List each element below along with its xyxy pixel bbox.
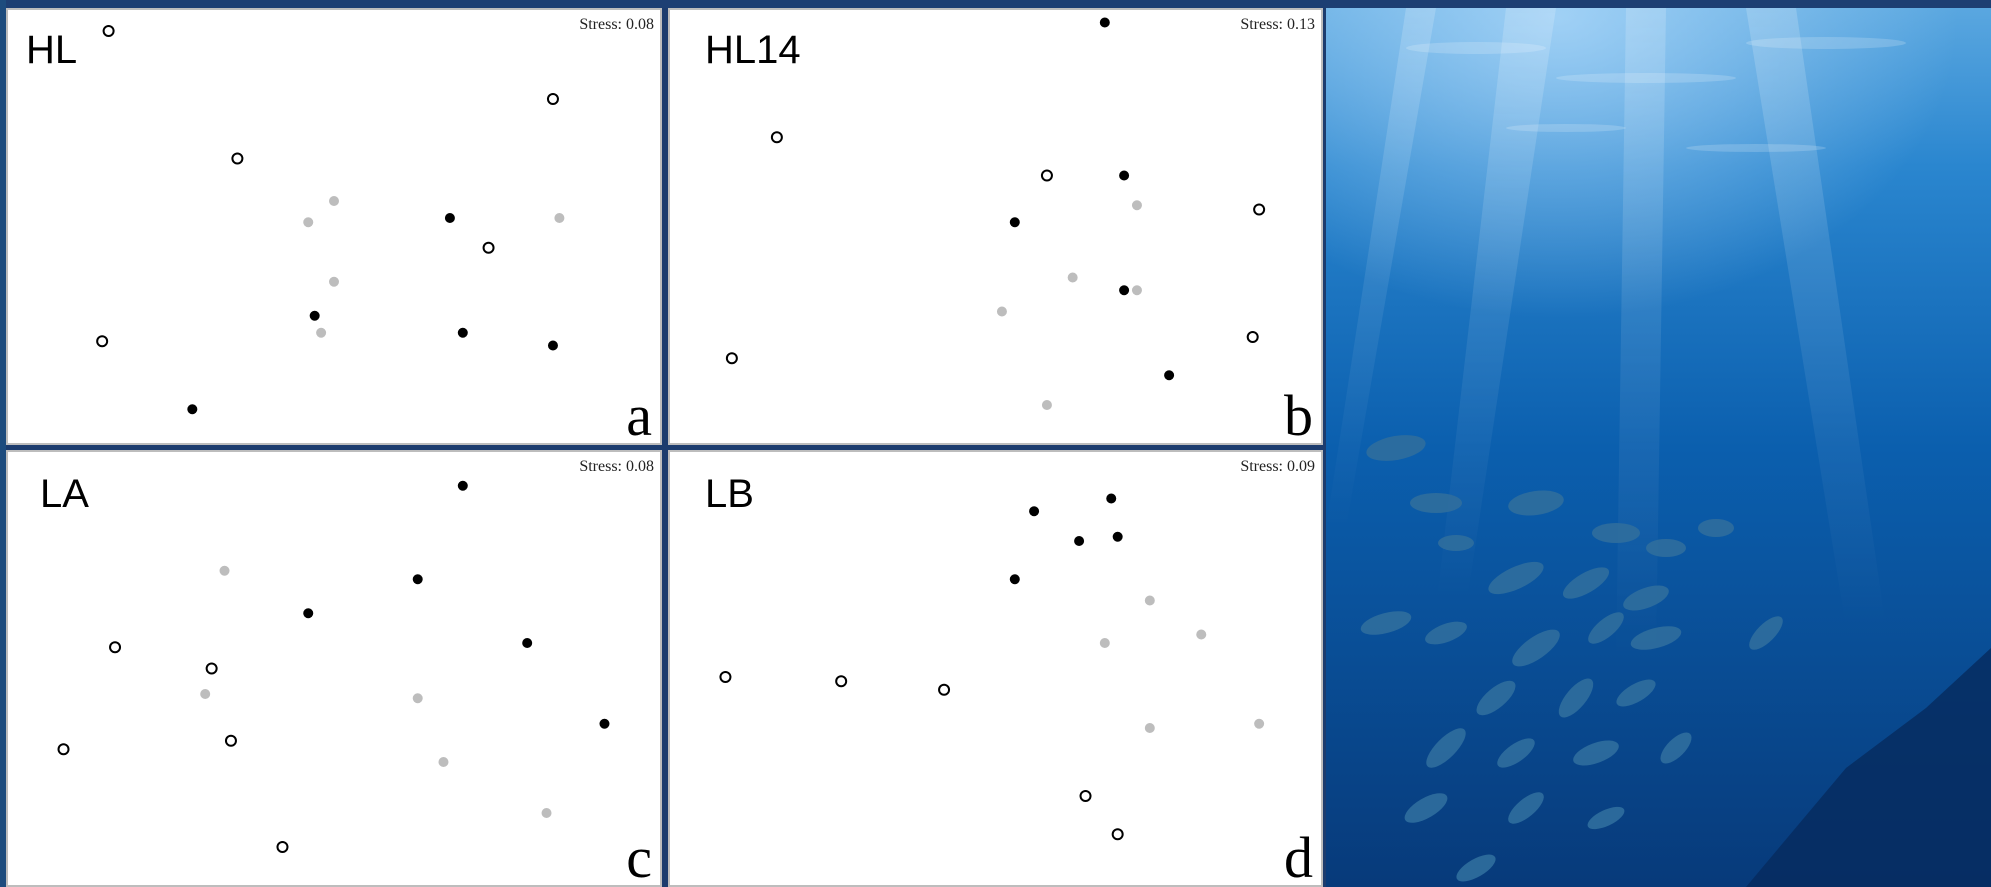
panel-letter: d [1284,825,1313,887]
fish-school-icon [1326,8,1991,887]
data-point-series1-1 [1029,506,1040,517]
data-point-series0-0 [719,671,732,683]
data-point-series2-3 [438,757,449,767]
data-point-series0-0 [102,25,115,37]
stress-value: Stress: 0.08 [579,16,654,33]
data-point-series2-4 [1254,718,1265,729]
data-point-series1-2 [303,608,314,619]
data-point-series2-1 [1196,629,1207,640]
data-point-series1-3 [1112,531,1123,542]
data-point-series1-4 [1164,370,1175,381]
data-point-series1-0 [1106,493,1117,504]
data-point-series0-0 [109,641,122,654]
panel-label: HL [26,28,78,72]
data-point-series1-1 [412,574,423,585]
stress-value: Stress: 0.08 [579,458,654,475]
data-point-series0-2 [938,683,951,696]
data-point-series1-2 [1074,536,1085,546]
data-point-series1-0 [457,480,468,491]
scatter-plot-b [725,17,1266,410]
nmds-panel-b: HL14 Stress: 0.13 b [668,8,1323,445]
data-point-series2-0 [219,565,230,576]
data-point-series0-4 [276,841,289,853]
data-point-series1-2 [1009,217,1020,228]
panel-label: LA [40,472,89,516]
data-point-series0-1 [835,675,848,688]
data-point-series2-4 [316,327,327,338]
data-point-series0-2 [546,93,559,105]
data-point-series1-3 [547,340,558,351]
stress-value: Stress: 0.09 [1240,458,1315,475]
data-point-series1-4 [1009,574,1020,585]
scatter-plot-c [57,480,610,853]
data-point-series2-0 [1131,200,1142,211]
top-bar [0,0,1991,8]
data-point-series0-4 [1111,828,1124,841]
stress-value: Stress: 0.13 [1240,16,1315,33]
data-point-series2-2 [412,693,423,704]
data-point-series1-4 [187,404,198,415]
nmds-panel-a: HL Stress: 0.08 a [6,8,662,445]
data-point-series0-4 [96,335,109,348]
scatter-plot-a [96,25,565,415]
data-point-series2-3 [329,276,339,287]
data-point-series0-1 [231,152,244,165]
data-point-series2-4 [541,808,552,818]
data-point-series2-1 [1067,272,1078,283]
data-point-series2-0 [329,196,339,206]
data-point-series1-3 [1119,285,1130,296]
data-point-series0-3 [57,743,70,756]
data-point-series1-3 [522,638,533,648]
nmds-panel-d: LB Stress: 0.09 d [668,450,1323,887]
data-point-series0-2 [1253,203,1266,216]
left-edge-strip [0,0,6,887]
data-point-series0-3 [1079,790,1092,802]
data-point-series0-4 [725,352,738,365]
data-point-series0-3 [482,241,495,254]
underwater-fish-photo [1326,8,1991,887]
panel-letter: c [626,825,652,887]
data-point-series0-3 [1246,331,1259,343]
data-point-series0-1 [1040,169,1053,182]
data-point-series2-2 [1131,285,1142,296]
data-point-series1-0 [1099,17,1110,28]
data-point-series2-3 [1144,723,1155,733]
data-point-series1-1 [1119,170,1130,181]
panel-label: LB [705,472,754,516]
data-point-series0-2 [224,734,237,747]
data-point-series2-2 [554,213,565,223]
data-point-series2-1 [303,217,314,228]
panel-letter: a [626,383,652,445]
panel-label: HL14 [705,28,801,72]
data-point-series0-1 [205,662,218,675]
data-point-series1-4 [599,718,610,729]
data-point-series2-3 [996,306,1007,317]
data-point-series2-0 [1144,595,1155,606]
data-point-series1-1 [309,310,320,321]
data-point-series1-2 [457,327,468,338]
nmds-panel-c: LA Stress: 0.08 c [6,450,662,887]
data-point-series1-0 [444,213,455,223]
data-point-series0-0 [770,131,783,144]
panel-letter: b [1284,383,1313,445]
data-point-series2-4 [1041,400,1052,410]
data-point-series2-1 [200,689,211,699]
scatter-plot-d [719,493,1265,841]
data-point-series2-2 [1099,638,1110,648]
